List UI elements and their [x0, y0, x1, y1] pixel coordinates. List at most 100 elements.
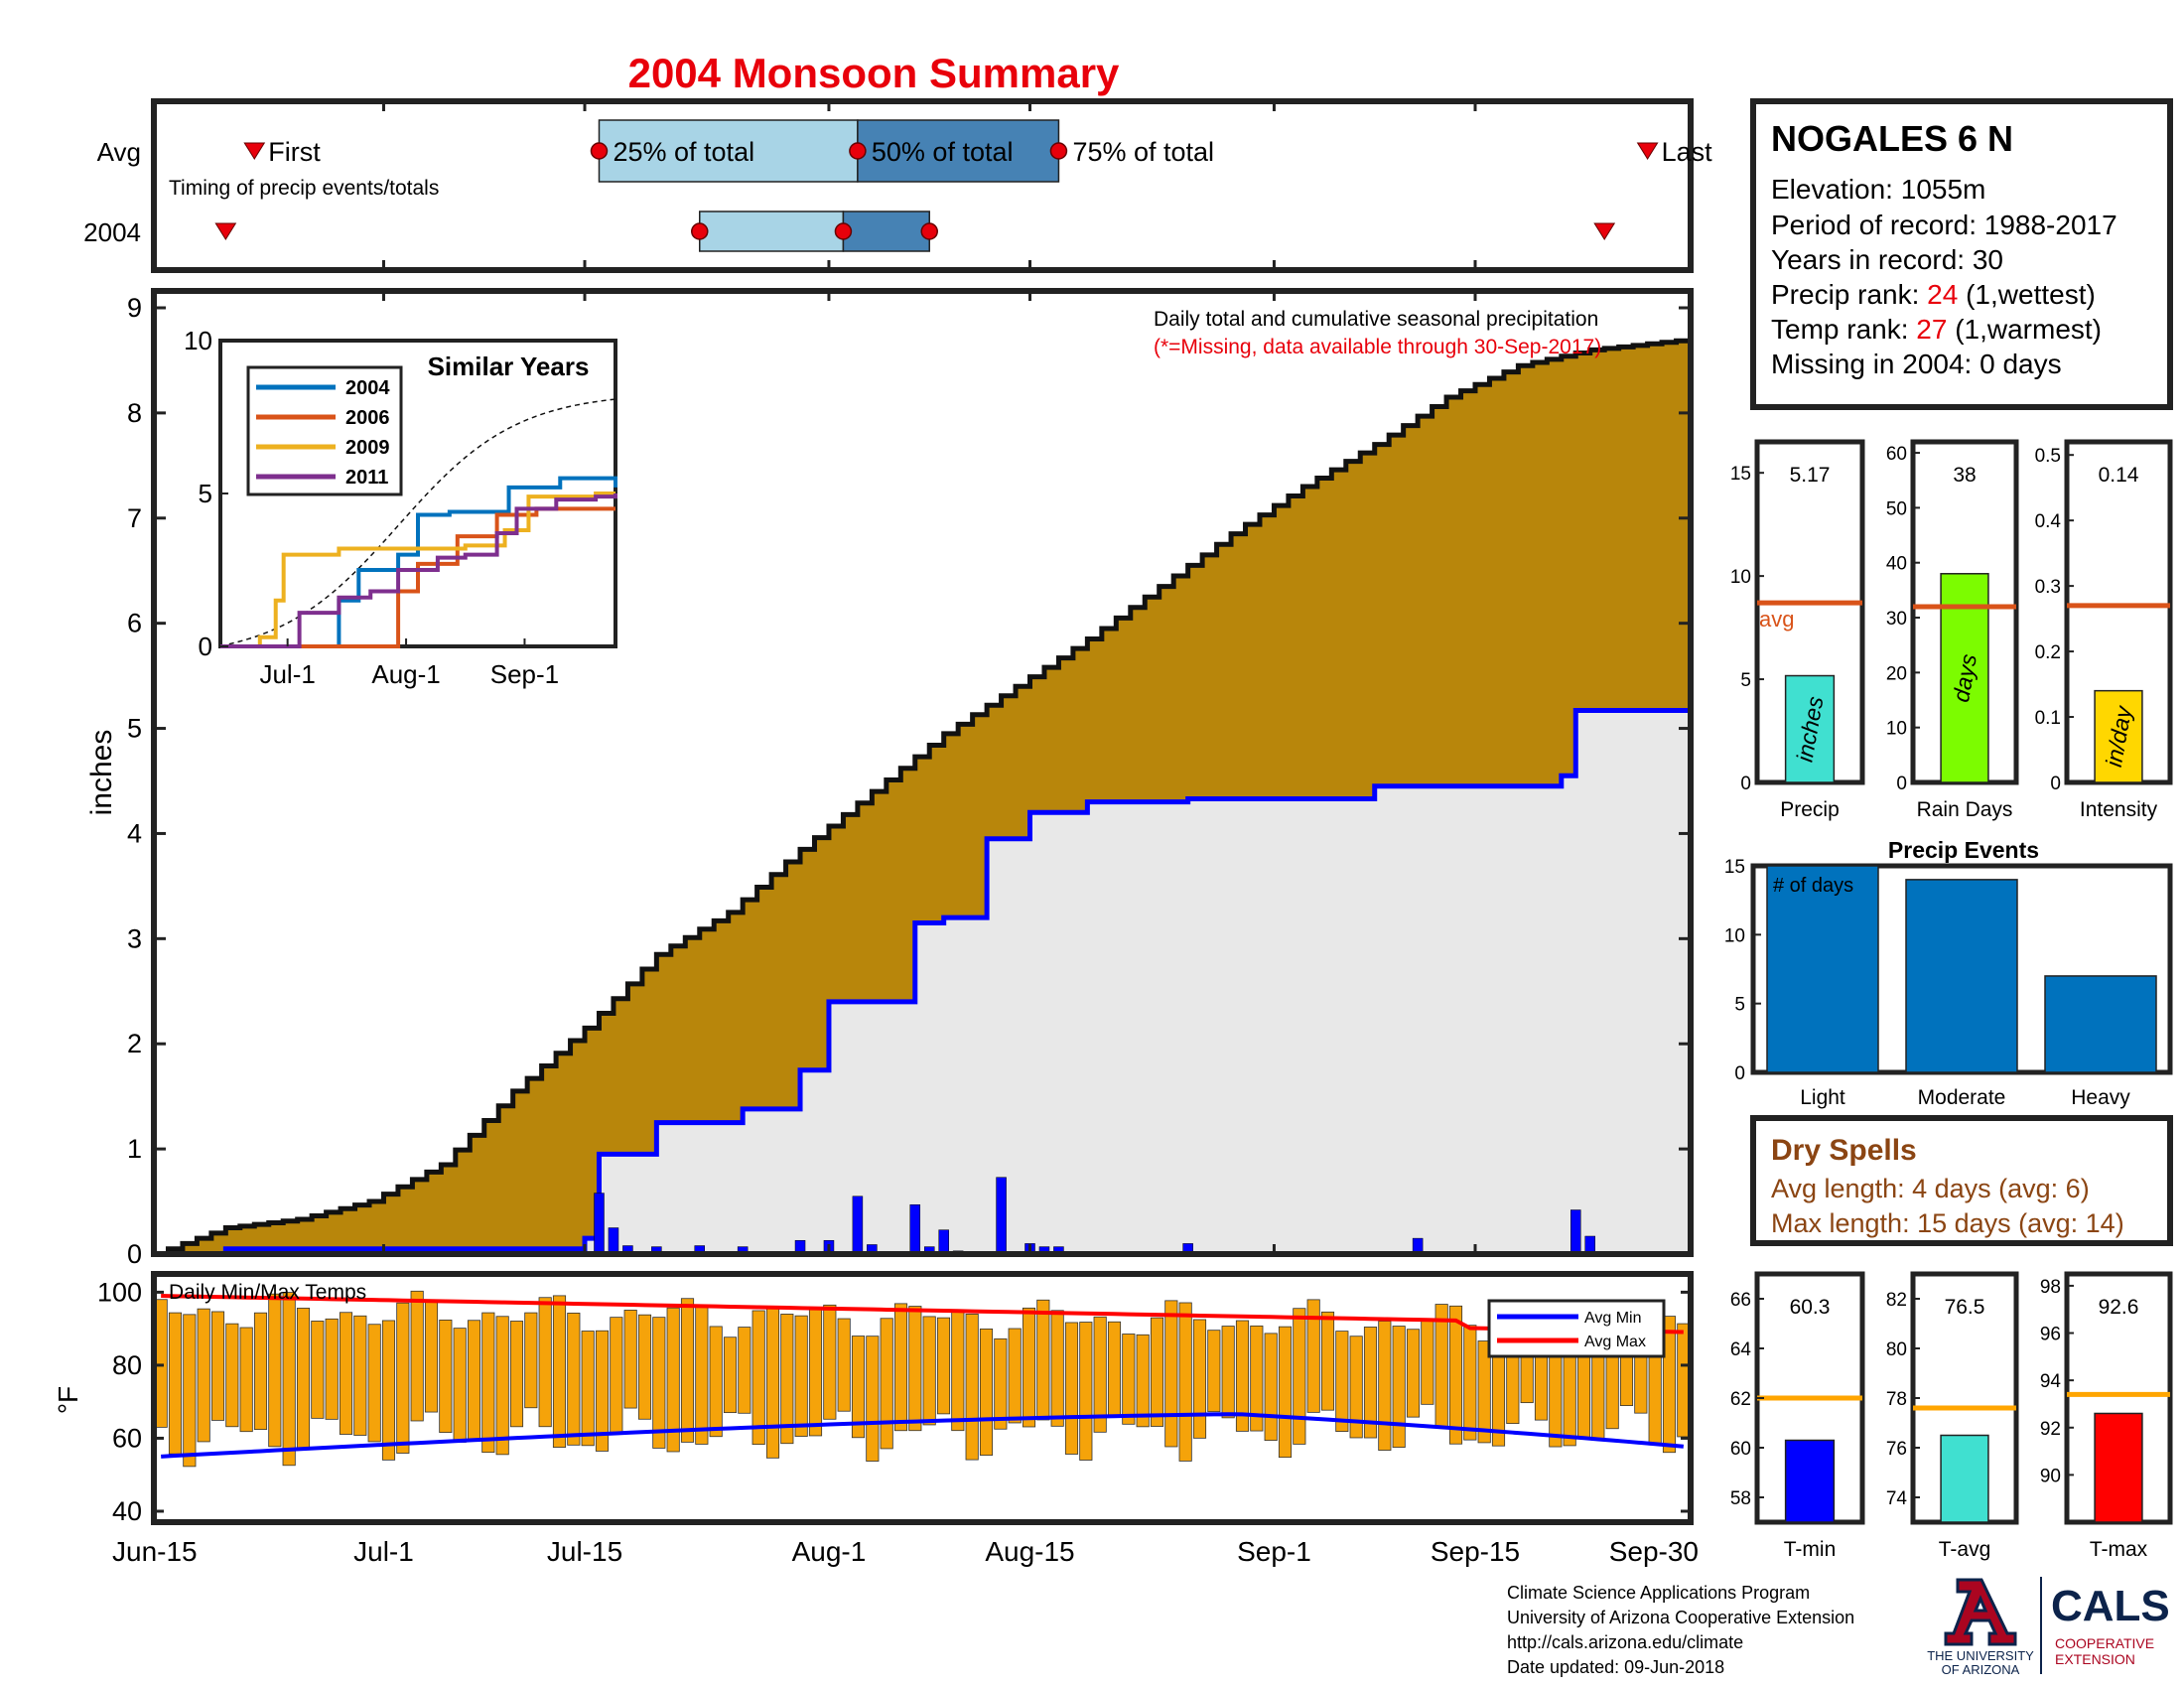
ua-a-logo-icon [1944, 1578, 2017, 1646]
timing-q75-dot-avg [1049, 142, 1068, 160]
daily-temp-bar [866, 1336, 880, 1462]
timing-q50-label: 50% of total [872, 137, 1014, 167]
mini-y-tick-label: 0.1 [2035, 708, 2061, 729]
event-label-heavy: Heavy [2071, 1086, 2130, 1109]
precip-events-title: Precip Events [1888, 837, 2039, 863]
main-y-tick-label: 6 [127, 609, 142, 638]
daily-temp-bar [183, 1314, 197, 1468]
mini-y-tick-label: 0.4 [2035, 511, 2062, 532]
temp-y-axis-label: °F [53, 1386, 83, 1414]
daily-temp-bar [595, 1330, 610, 1452]
station-name: NOGALES 6 N [1771, 118, 2013, 159]
daily-temp-bar [1207, 1330, 1221, 1413]
footer-url: http://cals.arizona.edu/climate [1507, 1632, 1743, 1652]
cals-sub-2: EXTENSION [2055, 1651, 2135, 1667]
daily-temp-bar [1421, 1318, 1434, 1405]
station-info-box: NOGALES 6 N Elevation: 1055m Period of r… [1750, 98, 2173, 410]
mini-y-tick-label: 82 [1886, 1290, 1907, 1311]
mini-value-tmax: 92.6 [2099, 1296, 2139, 1319]
daily-temp-bar [1392, 1326, 1406, 1448]
daily-temp-bar [567, 1312, 581, 1446]
timing-marks: First Last 25% of total 50% of total 75% of … [214, 119, 1712, 252]
x-tick-label: Sep-1 [1237, 1536, 1311, 1567]
daily-temp-bar [1250, 1325, 1264, 1432]
mini-label-tmin: T-min [1784, 1538, 1837, 1561]
inset-x-tick-label: Jul-1 [259, 659, 315, 689]
daily-temp-bar [794, 1315, 808, 1437]
daily-temp-bar [751, 1310, 765, 1446]
station-period: Period of record: 1988-2017 [1771, 210, 2117, 240]
main-y-tick-label: 0 [127, 1239, 142, 1269]
timing-q50-dot-year [834, 222, 853, 240]
daily-precip-bar [996, 1177, 1007, 1255]
dry-spells-title: Dry Spells [1771, 1134, 1917, 1167]
events-y-tick-label: 15 [1724, 857, 1745, 878]
daily-temp-bar [225, 1323, 239, 1428]
inset-legend-label-2006: 2006 [345, 407, 390, 429]
timing-q25-dot-avg [590, 142, 609, 160]
inset-axes: 0 5 10 Jul-1 Aug-1 Sep-1 [184, 326, 559, 689]
temp-y-tick-label: 60 [112, 1423, 142, 1453]
mini-y-tick-label: 0.2 [2035, 642, 2061, 663]
inset-y-tick-label: 5 [199, 479, 212, 508]
main-y-tick-label: 7 [127, 503, 142, 533]
precip-events-chart: Precip Events Light Moderate Heavy 0 5 10 15 #… [1724, 837, 2173, 1109]
inset-x-tick-label: Aug-1 [371, 659, 440, 689]
daily-temp-bar [893, 1303, 908, 1432]
x-tick-label: Jul-15 [547, 1536, 622, 1567]
x-tick-label: Aug-15 [985, 1536, 1074, 1567]
dry-spells-avg-length: Avg length: 4 days (avg: 6) [1771, 1174, 2090, 1203]
daily-temp-bar [1235, 1320, 1250, 1432]
daily-temp-bar [1221, 1326, 1235, 1419]
inset-line-2009 [220, 492, 615, 648]
daily-temp-bar [1448, 1305, 1463, 1445]
daily-temp-bar [424, 1300, 439, 1413]
mini-bar-precip [1784, 674, 1836, 783]
daily-temp-bar [994, 1337, 1008, 1430]
avg-min-line [161, 1412, 1685, 1459]
mini-y-tick-label: 0 [2050, 774, 2061, 794]
daily-precip-bar [852, 1196, 864, 1255]
daily-temp-bar [367, 1324, 381, 1443]
daily-temp-bar [1320, 1311, 1335, 1411]
daily-temp-bar [239, 1327, 253, 1433]
event-bar-moderate [1905, 879, 2018, 1073]
inset-y-tick-label: 0 [199, 632, 212, 661]
mini-chart-tavg: 76.5 T-avg 74 76 78 80 82 [1886, 1271, 2019, 1561]
daily-temp-bar [1150, 1317, 1164, 1427]
station-missing: Missing in 2004: 0 days [1771, 349, 2062, 379]
daily-temp-bar [1335, 1331, 1349, 1432]
inset-line-2006 [220, 506, 615, 648]
ua-line-1: THE UNIVERSITY [1927, 1648, 2034, 1663]
daily-temp-bar [851, 1336, 866, 1439]
mini-label-tavg: T-avg [1939, 1538, 1991, 1561]
mini-y-tick-label: 60 [1886, 444, 1907, 465]
daily-temp-bar [610, 1317, 623, 1434]
page-title: 2004 Monsoon Summary [628, 50, 1120, 96]
mini-y-tick-label: 62 [1730, 1389, 1751, 1410]
station-precip-rank: Precip rank: 24 (1,wettest) [1771, 279, 2096, 310]
daily-temp-bar [1306, 1299, 1320, 1413]
daily-temp-bar [666, 1307, 680, 1453]
daily-temp-bar [951, 1311, 965, 1432]
timing-q25-q50-box-year [699, 211, 845, 252]
mini-value-tmin: 60.3 [1790, 1296, 1831, 1319]
mini-label-tmax: T-max [2090, 1538, 2148, 1561]
daily-temp-bar [1293, 1308, 1306, 1445]
event-label-moderate: Moderate [1918, 1086, 2006, 1109]
mini-value-raindays: 38 [1953, 464, 1976, 487]
main-y-tick-label: 3 [127, 923, 142, 953]
daily-temp-bar [1662, 1316, 1677, 1454]
x-tick-label: Jul-1 [353, 1536, 414, 1567]
timing-first-marker-avg [243, 142, 266, 160]
daily-temp-bar [1349, 1336, 1363, 1439]
main-y-tick-label: 5 [127, 714, 142, 744]
station-temp-rank: Temp rank: 27 (1,warmest) [1771, 314, 2102, 345]
daily-temp-bar [410, 1290, 424, 1422]
timing-panel: Avg 2004 Timing of precip events/totals … [83, 98, 1712, 273]
daily-temp-bar [1406, 1329, 1421, 1418]
